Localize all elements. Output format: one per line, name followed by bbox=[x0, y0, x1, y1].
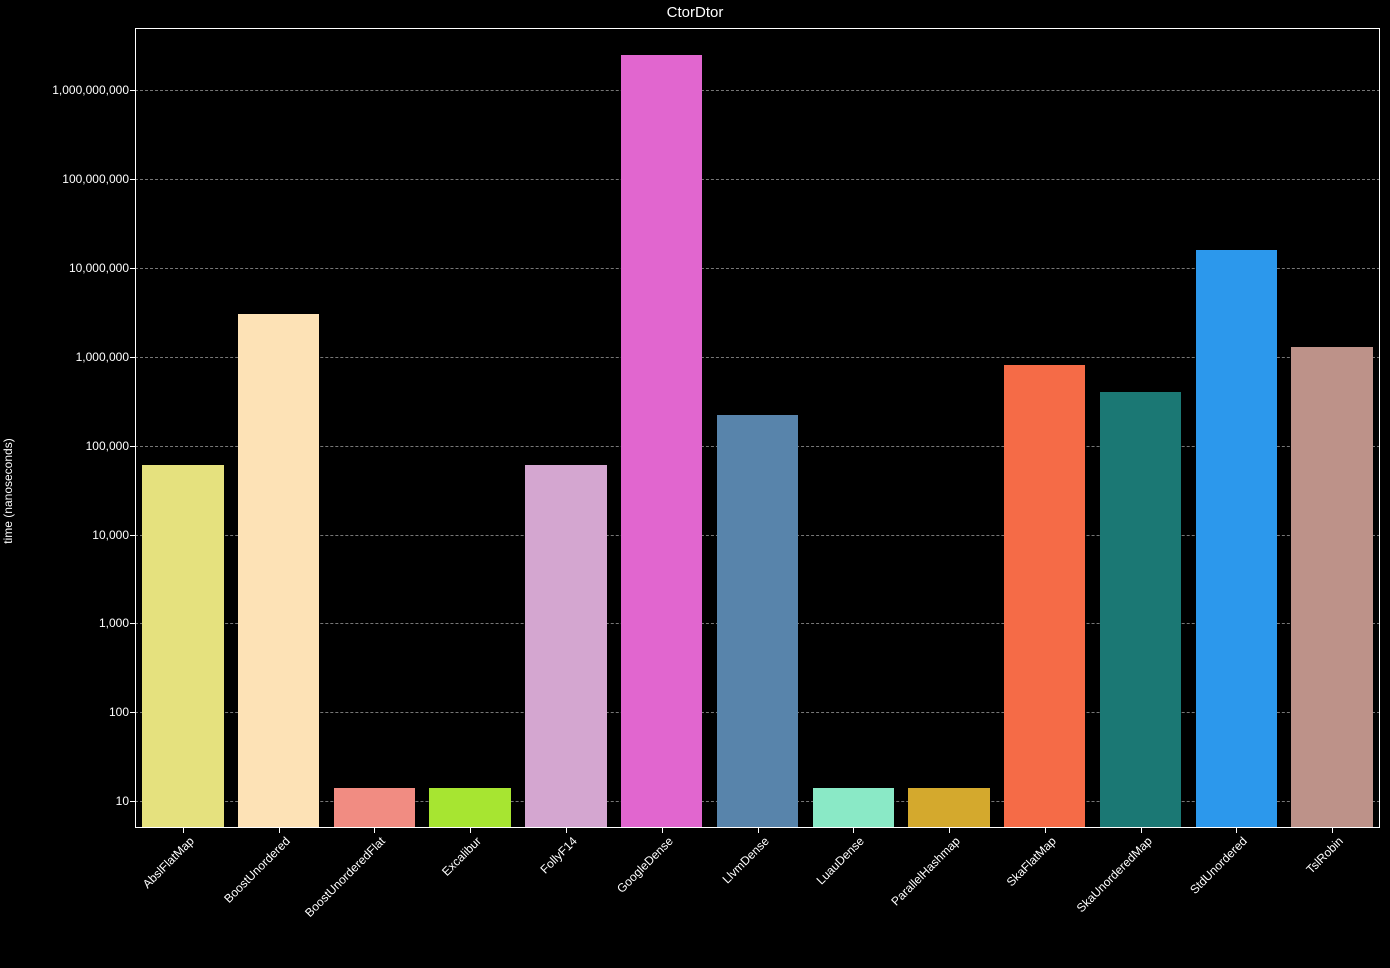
y-tick-mark bbox=[130, 712, 135, 713]
x-tick-label: SkaUnorderedMap bbox=[1073, 834, 1154, 915]
x-tick-mark bbox=[374, 828, 375, 833]
y-tick-label: 10 bbox=[116, 794, 129, 808]
y-tick-label: 1,000 bbox=[99, 616, 129, 630]
y-tick-mark bbox=[130, 268, 135, 269]
bar bbox=[1196, 250, 1277, 828]
x-tick-mark bbox=[853, 828, 854, 833]
x-tick-mark bbox=[758, 828, 759, 833]
gridline bbox=[135, 357, 1380, 358]
bar bbox=[1004, 365, 1085, 828]
x-tick-mark bbox=[949, 828, 950, 833]
y-tick-label: 100,000,000 bbox=[62, 172, 129, 186]
x-tick-label: StdUnordered bbox=[1188, 834, 1251, 897]
x-tick-mark bbox=[662, 828, 663, 833]
x-tick-mark bbox=[1236, 828, 1237, 833]
y-tick-mark bbox=[130, 357, 135, 358]
bar bbox=[1100, 392, 1181, 828]
y-tick-mark bbox=[130, 623, 135, 624]
bar bbox=[429, 788, 510, 828]
x-tick-mark bbox=[279, 828, 280, 833]
y-tick-mark bbox=[130, 535, 135, 536]
y-tick-mark bbox=[130, 90, 135, 91]
chart-title: CtorDtor bbox=[0, 4, 1390, 21]
x-tick-label: FollyF14 bbox=[537, 834, 579, 876]
x-tick-label: Excalibur bbox=[439, 834, 484, 879]
y-tick-label: 1,000,000,000 bbox=[52, 83, 129, 97]
x-tick-label: LuauDense bbox=[814, 834, 867, 887]
bar bbox=[525, 465, 606, 828]
bar bbox=[334, 788, 415, 828]
bar bbox=[908, 788, 989, 828]
bar bbox=[238, 314, 319, 828]
x-tick-mark bbox=[470, 828, 471, 833]
x-tick-label: GoogleDense bbox=[614, 834, 676, 896]
x-tick-label: SkaFlatMap bbox=[1004, 834, 1059, 889]
bar bbox=[142, 465, 223, 828]
x-tick-label: BoostUnorderedFlat bbox=[302, 834, 388, 920]
y-tick-label: 1,000,000 bbox=[76, 350, 129, 364]
y-tick-label: 10,000 bbox=[92, 528, 129, 542]
x-tick-mark bbox=[183, 828, 184, 833]
y-tick-mark bbox=[130, 801, 135, 802]
plot-area: 101001,00010,000100,0001,000,00010,000,0… bbox=[135, 28, 1380, 828]
gridline bbox=[135, 179, 1380, 180]
x-tick-label: ParallelHashmap bbox=[888, 834, 963, 909]
x-tick-label: TslRobin bbox=[1304, 834, 1346, 876]
y-tick-mark bbox=[130, 179, 135, 180]
bar bbox=[621, 55, 702, 828]
x-tick-label: LlvmDense bbox=[719, 834, 771, 886]
gridline bbox=[135, 268, 1380, 269]
bar bbox=[1291, 347, 1372, 828]
bar bbox=[813, 788, 894, 828]
gridline bbox=[135, 90, 1380, 91]
y-tick-label: 100 bbox=[109, 705, 129, 719]
x-tick-label: BoostUnordered bbox=[221, 834, 293, 906]
y-axis-label: time (nanoseconds) bbox=[1, 438, 15, 543]
x-tick-mark bbox=[1332, 828, 1333, 833]
y-tick-mark bbox=[130, 446, 135, 447]
x-tick-mark bbox=[566, 828, 567, 833]
x-tick-mark bbox=[1045, 828, 1046, 833]
y-tick-label: 100,000 bbox=[86, 439, 129, 453]
x-tick-label: AbslFlatMap bbox=[140, 834, 197, 891]
y-tick-label: 10,000,000 bbox=[69, 261, 129, 275]
x-tick-mark bbox=[1141, 828, 1142, 833]
chart-container: CtorDtor time (nanoseconds) 101001,00010… bbox=[0, 0, 1390, 968]
bar bbox=[717, 415, 798, 828]
